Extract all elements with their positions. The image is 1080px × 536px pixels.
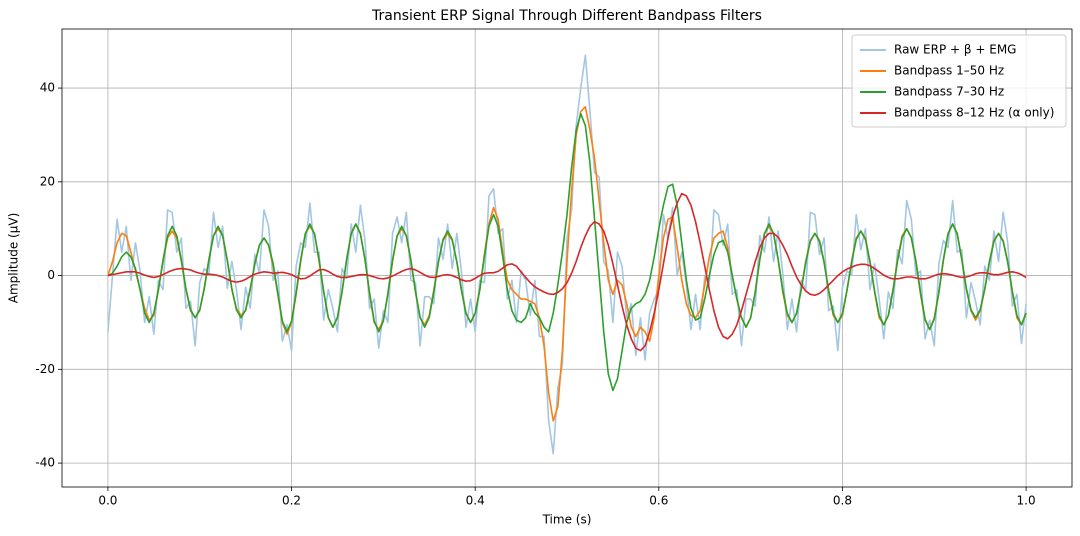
series-line xyxy=(107,192,1027,352)
y-axis-label: Amplitude (μV) xyxy=(7,213,21,304)
legend-label: Bandpass 8–12 Hz (α only) xyxy=(894,106,1054,120)
plot-frame xyxy=(61,28,1073,488)
legend: Raw ERP + β + EMG Bandpass 1–50 Hz Bandpas… xyxy=(851,34,1067,128)
y-tick-label: 0 xyxy=(47,268,55,282)
y-tick-label: 20 xyxy=(40,174,55,188)
y-tick-label: -20 xyxy=(35,362,55,376)
legend-label: Bandpass 1–50 Hz xyxy=(894,64,1004,78)
legend-label: Bandpass 7–30 Hz xyxy=(894,85,1004,99)
x-axis-label: Time (s) xyxy=(542,513,592,527)
series-line xyxy=(107,113,1027,392)
y-tick-label: 40 xyxy=(40,81,55,95)
chart-title: Transient ERP Signal Through Different B… xyxy=(371,8,762,24)
x-tick-label: 0.4 xyxy=(466,494,485,508)
x-tick-label: 0.0 xyxy=(98,494,117,508)
series-line xyxy=(107,54,1027,455)
x-tick-label: 1.0 xyxy=(1017,494,1036,508)
x-tick-label: 0.8 xyxy=(833,494,852,508)
legend-label: Raw ERP + β + EMG xyxy=(894,43,1016,57)
legend-box xyxy=(851,34,1067,128)
x-tick-label: 0.6 xyxy=(649,494,668,508)
x-tick-label: 0.2 xyxy=(282,494,301,508)
y-tick-label: -40 xyxy=(35,456,55,470)
